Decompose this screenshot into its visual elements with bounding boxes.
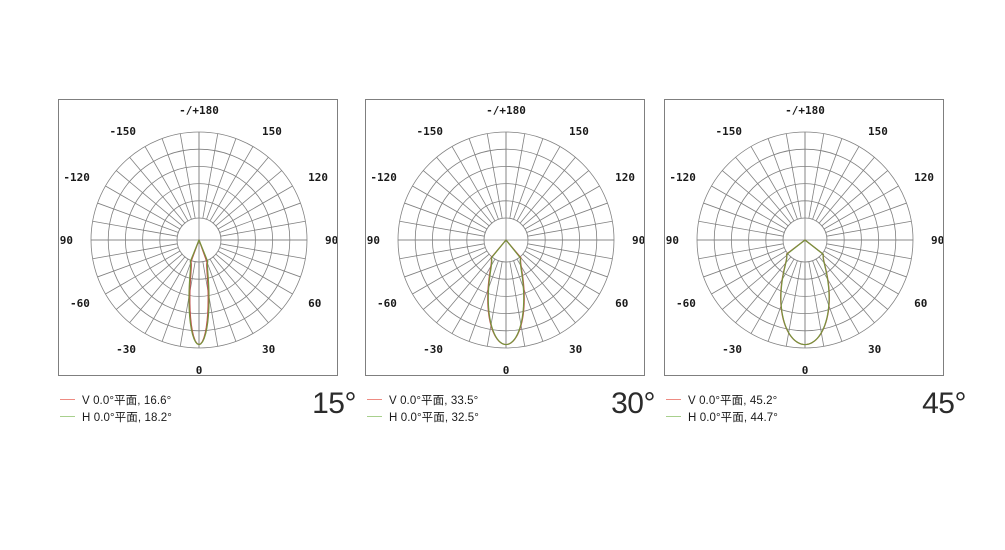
legend-line-icon [60,399,75,400]
curve-h-plane [487,239,525,346]
curve-h-plane [188,239,210,346]
axis-tick-label: -120 [669,171,696,184]
axis-tick-label: 30 [262,343,275,356]
chart-legend: V 0.0°平面, 33.5° H 0.0°平面, 32.5° [367,391,597,425]
chart-block-chart-15: 0 30 60 90 120 150 -/+180 -150 -120 -90 -60 -30 V 0.… [58,99,357,424]
axis-tick-label: -/+180 [785,104,825,117]
polar-plot: 0 30 60 90 120 150 -/+180 -150 -120 -90 -60 -30 [59,104,337,375]
axis-tick-label: -120 [370,171,397,184]
chart-block-chart-30: 0 30 60 90 120 150 -/+180 -150 -120 -90 -60 -30 V 0.… [365,99,656,424]
legend-item-v: V 0.0°平面, 33.5° [367,391,597,408]
legend-label: H 0.0°平面, 32.5° [389,411,479,424]
distribution-curves [487,239,525,346]
distribution-curves [188,239,210,346]
polar-tick-labels: 0 30 60 90 120 150 -/+180 -150 -120 -90 -60 -30 [665,104,943,375]
axis-tick-label: -30 [722,343,742,356]
axis-tick-label: -150 [110,125,137,138]
polar-grid [696,131,914,349]
axis-tick-label: -150 [417,125,444,138]
axis-tick-label: 0 [196,364,203,375]
legend-item-h: H 0.0°平面, 44.7° [666,408,896,425]
distribution-curves [780,239,830,346]
axis-tick-label: 0 [503,364,510,375]
legend-item-h: H 0.0°平面, 18.2° [60,408,290,425]
axis-tick-label: -/+180 [486,104,526,117]
axis-tick-label: -90 [366,234,380,247]
legend-label: V 0.0°平面, 16.6° [82,394,172,407]
polar-tick-labels: 0 30 60 90 120 150 -/+180 -150 -120 -90 -60 -30 [366,104,644,375]
axis-tick-label: 150 [262,125,282,138]
legend-line-icon [666,416,681,417]
axis-tick-label: 0 [802,364,809,375]
axis-tick-label: -120 [63,171,90,184]
chart-block-chart-45: 0 30 60 90 120 150 -/+180 -150 -120 -90 -60 -30 V 0.… [664,99,967,424]
polar-plot: 0 30 60 90 120 150 -/+180 -150 -120 -90 -60 -30 [665,104,943,375]
axis-tick-label: -/+180 [179,104,219,117]
plot-frame: 0 30 60 90 120 150 -/+180 -150 -120 -90 -60 -30 [58,99,338,376]
legend-line-icon [60,416,75,417]
axis-tick-label: 60 [308,297,321,310]
legend-label: V 0.0°平面, 33.5° [389,394,479,407]
legend-line-icon [367,416,382,417]
legend-label: V 0.0°平面, 45.2° [688,394,778,407]
axis-tick-label: 120 [615,171,635,184]
axis-tick-label: 90 [325,234,337,247]
axis-tick-label: -150 [716,125,743,138]
axis-tick-label: -90 [59,234,73,247]
chart-legend: V 0.0°平面, 16.6° H 0.0°平面, 18.2° [60,391,290,425]
axis-tick-label: 90 [632,234,644,247]
axis-tick-label: 120 [914,171,934,184]
axis-tick-label: 120 [308,171,328,184]
legend-label: H 0.0°平面, 18.2° [82,411,172,424]
beam-angle-label: 15° [312,387,356,420]
polar-tick-labels: 0 30 60 90 120 150 -/+180 -150 -120 -90 -60 -30 [59,104,337,375]
legend-item-v: V 0.0°平面, 16.6° [60,391,290,408]
axis-tick-label: -60 [377,297,397,310]
axis-tick-label: 150 [569,125,589,138]
plot-frame: 0 30 60 90 120 150 -/+180 -150 -120 -90 -60 -30 [365,99,645,376]
legend-item-h: H 0.0°平面, 32.5° [367,408,597,425]
axis-tick-label: -30 [423,343,443,356]
axis-tick-label: 30 [868,343,881,356]
axis-tick-label: -60 [676,297,696,310]
legend-item-v: V 0.0°平面, 45.2° [666,391,896,408]
curve-h-plane [780,239,830,346]
axis-tick-label: -30 [116,343,136,356]
polar-plot: 0 30 60 90 120 150 -/+180 -150 -120 -90 -60 -30 [366,104,644,375]
axis-tick-label: 30 [569,343,582,356]
axis-tick-label: 60 [615,297,628,310]
axis-tick-label: 90 [931,234,943,247]
legend-line-icon [367,399,382,400]
plot-frame: 0 30 60 90 120 150 -/+180 -150 -120 -90 -60 -30 [664,99,944,376]
axis-tick-label: 150 [868,125,888,138]
axis-tick-label: -60 [70,297,90,310]
legend-label: H 0.0°平面, 44.7° [688,411,778,424]
axis-tick-label: -90 [665,234,679,247]
chart-legend: V 0.0°平面, 45.2° H 0.0°平面, 44.7° [666,391,896,425]
legend-line-icon [666,399,681,400]
axis-tick-label: 60 [914,297,927,310]
polar-grid [90,131,308,349]
beam-angle-label: 45° [922,387,966,420]
beam-angle-label: 30° [611,387,655,420]
